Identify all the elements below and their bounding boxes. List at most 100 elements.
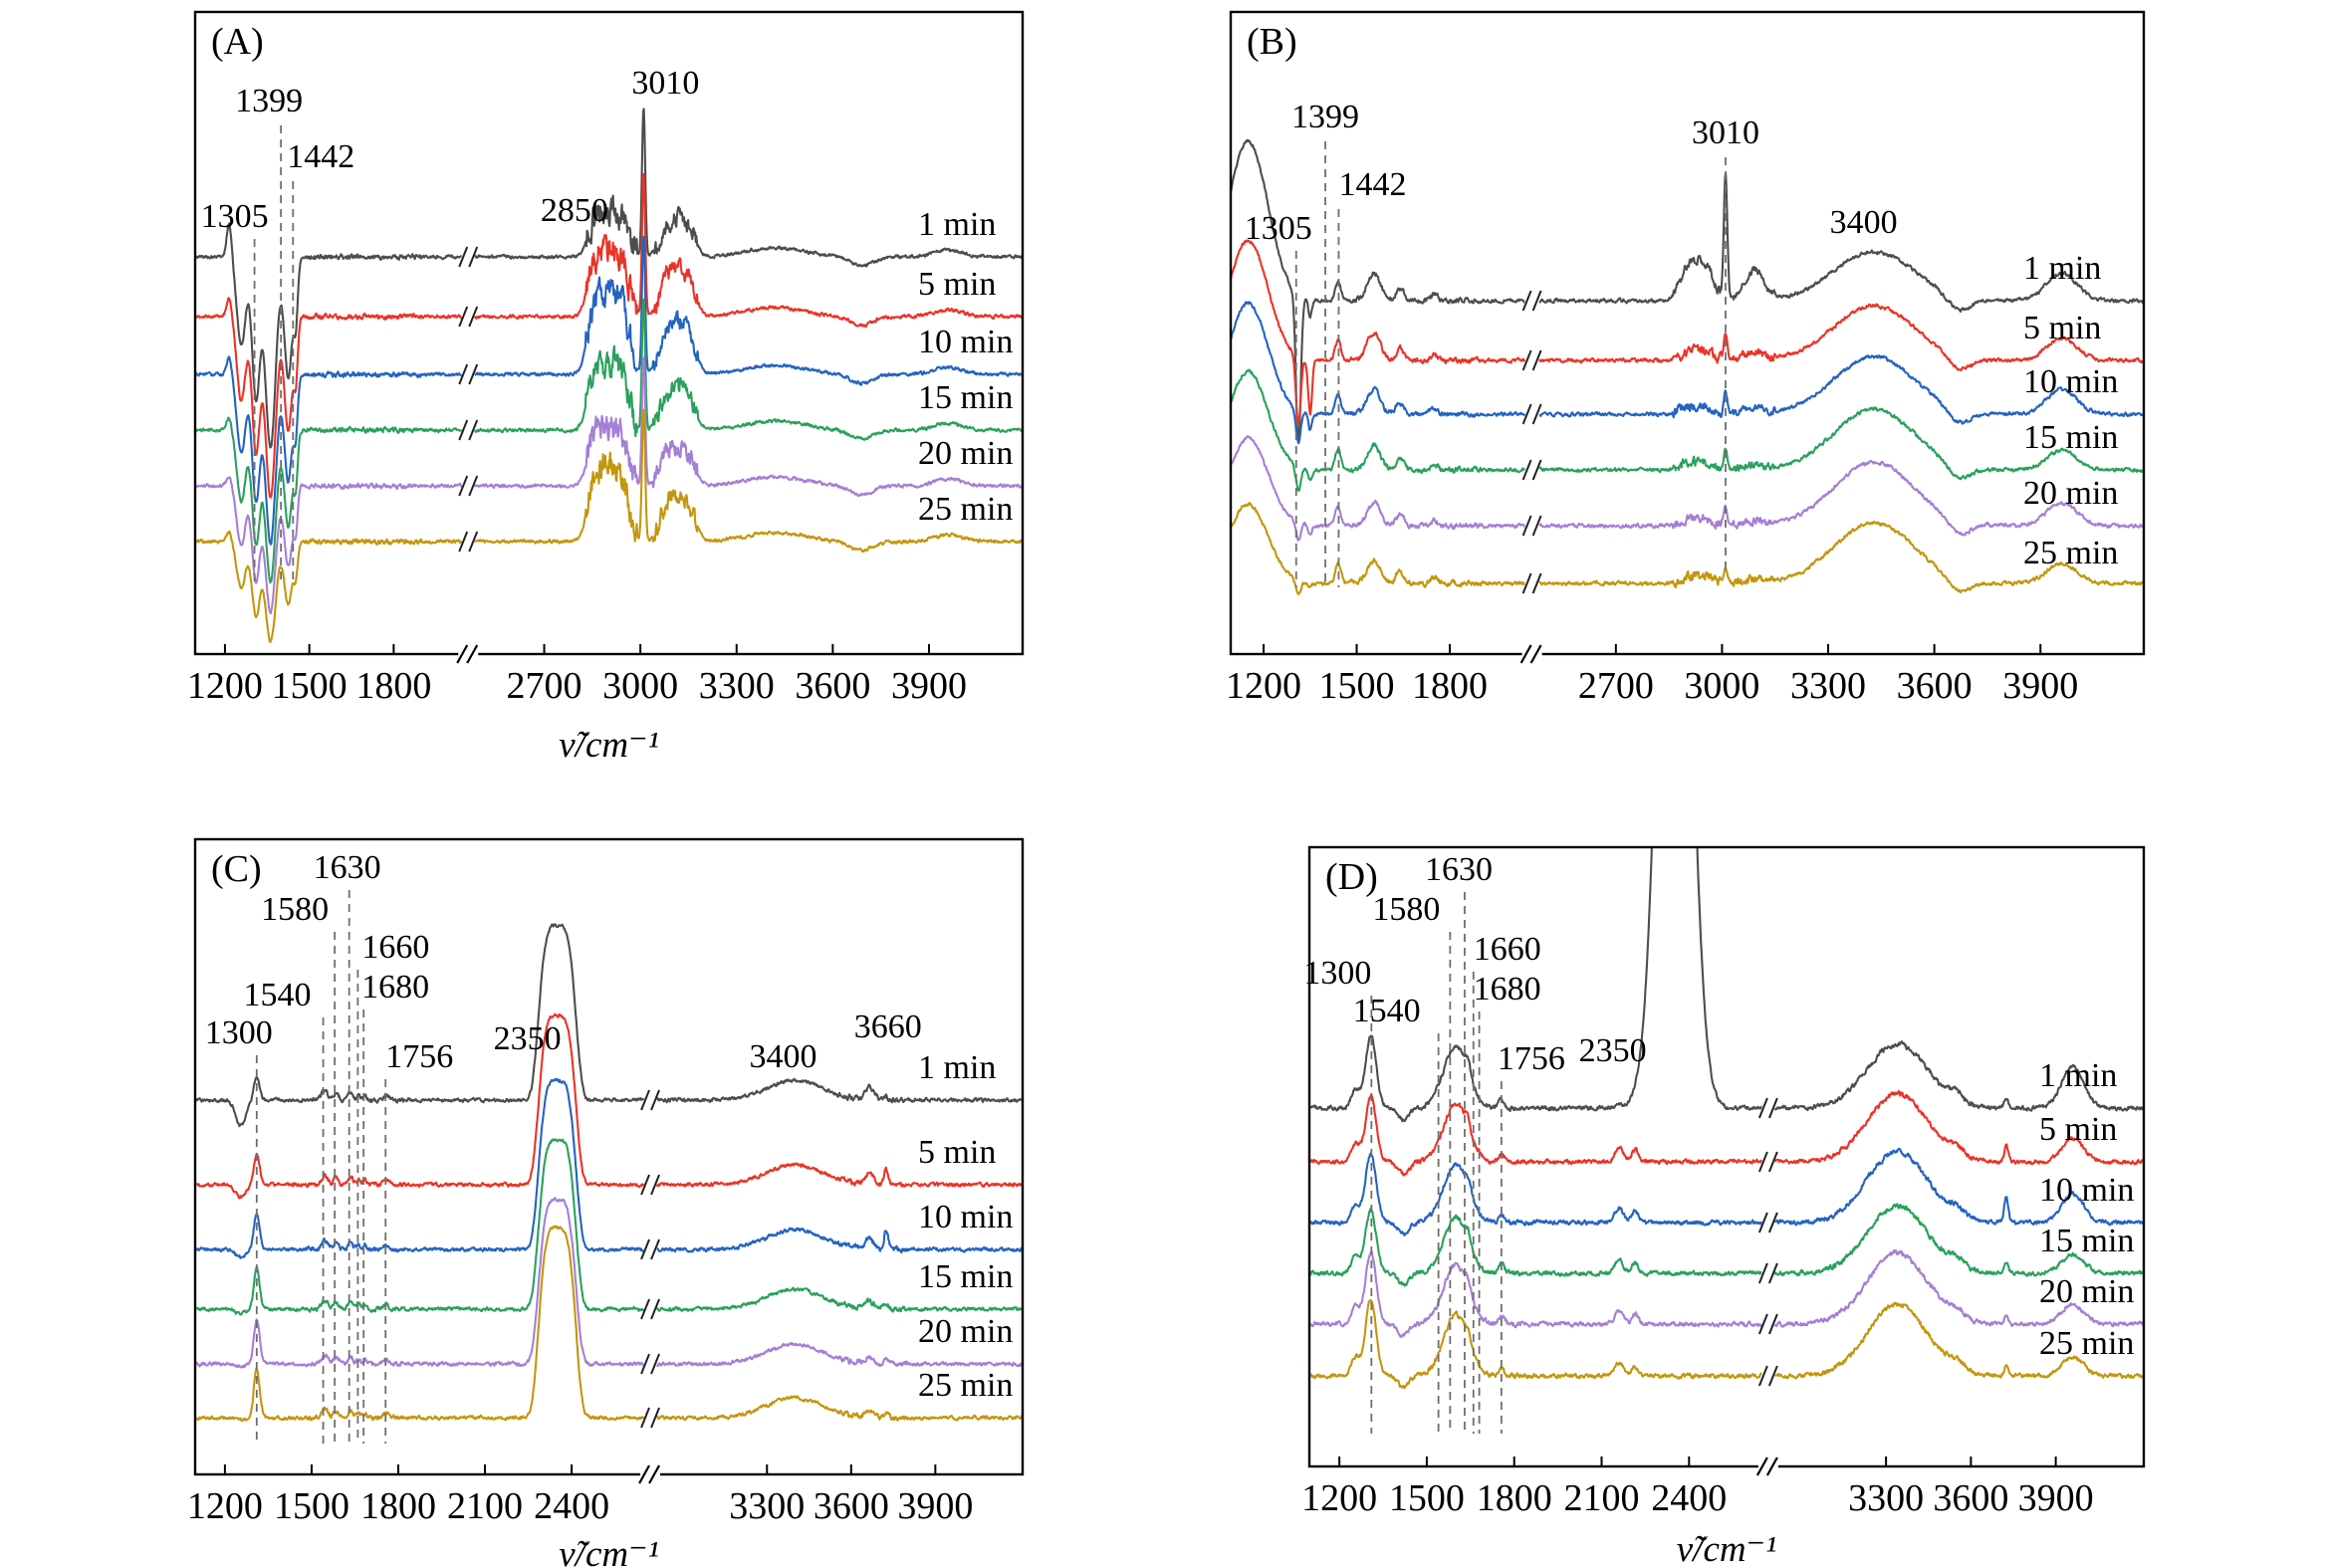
spectrum-D-1-min-seg2 <box>1773 1040 2143 1112</box>
spectrum-B-25-min-seg1 <box>1232 502 1525 595</box>
spectrum-A-20-min-seg1 <box>196 476 463 615</box>
spectrum-B-10-min-seg1 <box>1232 301 1526 445</box>
annotation-label: 1300 <box>1303 955 1371 992</box>
spectrum-B-5-min-seg1 <box>1232 239 1526 425</box>
x-tick-label: 1200 <box>1226 665 1301 707</box>
spectrum-D-5-min-seg2 <box>1774 1089 2143 1166</box>
curve-break-mark <box>640 1407 650 1429</box>
spectrum-C-5-min-seg1 <box>196 1012 645 1200</box>
series-time-label: 1 min <box>2039 1057 2117 1094</box>
annotation-label: 1660 <box>361 929 429 966</box>
x-axis-title: ν̃/cm⁻¹ <box>559 725 658 766</box>
annotation-label: 3400 <box>1830 204 1898 241</box>
curve-break-mark <box>640 1298 650 1320</box>
spectrum-D-10-min-seg2 <box>1774 1147 2143 1227</box>
series-time-label: 5 min <box>2039 1111 2117 1148</box>
curve-break-mark <box>650 1089 660 1111</box>
curve-break-mark <box>468 475 479 497</box>
x-tick-label: 1200 <box>1301 1477 1377 1519</box>
spectrum-D-15-min-seg1 <box>1310 1208 1762 1287</box>
curve-break-mark <box>468 246 479 268</box>
x-tick-label: 3000 <box>1684 665 1759 707</box>
series-time-label: 15 min <box>2023 419 2118 456</box>
series-time-label: 1 min <box>918 1049 996 1086</box>
x-tick-label: 3900 <box>897 1485 973 1527</box>
x-tick-label: 2700 <box>507 665 582 707</box>
spectra-panel-A: 1200 1500 1800 2700 3000 3300 3600 3900 1305 1399… <box>187 10 1025 766</box>
axes-box <box>193 837 1025 1476</box>
annotation-label: 3010 <box>1692 114 1759 151</box>
curve-break-mark <box>640 1353 650 1375</box>
curve-break-mark <box>1757 1212 1768 1233</box>
spectra-curves <box>196 923 1022 1423</box>
spectrum-B-5-min-seg2 <box>1538 303 2143 372</box>
spectra-curves <box>1232 138 2143 595</box>
spectrum-C-15-min-seg1 <box>196 1138 645 1316</box>
curve-break-mark <box>468 419 479 441</box>
x-tick-label: 2400 <box>1651 1477 1727 1519</box>
x-tick-label: 1500 <box>1389 1477 1465 1519</box>
annotation-label: 3010 <box>631 65 699 102</box>
x-tick-label: 3600 <box>1897 665 1973 707</box>
spectrum-A-5-min-seg2 <box>473 172 1022 329</box>
annotation-label: 2350 <box>1579 1032 1647 1069</box>
series-time-label: 1 min <box>918 206 996 243</box>
spectrum-C-5-min-seg2 <box>655 1162 1022 1188</box>
x-tick-label: 1200 <box>187 1485 263 1527</box>
panel-letter: (C) <box>211 848 262 890</box>
annotation-label: 1756 <box>1498 1040 1565 1077</box>
spectra-panel-C: 1200 1500 1800 2100 2400 3300 3600 3900 13001540… <box>187 837 1025 1568</box>
curve-break-mark <box>650 1238 660 1260</box>
curve-break-mark <box>458 363 469 385</box>
spectrum-C-10-min-seg1 <box>196 1077 645 1259</box>
x-tick-label: 2100 <box>447 1485 523 1527</box>
axis-break-slash <box>1755 1456 1768 1476</box>
curve-break-mark <box>1757 1313 1768 1335</box>
annotation-label: 1630 <box>314 849 381 886</box>
x-tick-label: 1800 <box>360 1485 436 1527</box>
curve-break-mark <box>458 531 469 553</box>
axis-break-slash <box>1765 1456 1778 1476</box>
annotation-label: 1540 <box>1353 993 1421 1029</box>
x-tick-label: 1800 <box>1412 665 1488 707</box>
curve-break-mark <box>1531 459 1542 481</box>
annotation-label: 1580 <box>1372 891 1440 928</box>
axis-break-slash <box>648 1464 661 1484</box>
spectrum-D-5-min-seg1 <box>1310 1093 1762 1177</box>
spectrum-B-1-min-seg1 <box>1232 138 1525 444</box>
spectrum-A-10-min-seg2 <box>474 235 1022 386</box>
x-tick-label: 1200 <box>187 665 263 707</box>
x-tick-label: 2700 <box>1578 665 1654 707</box>
panel-letter: (D) <box>1325 856 1378 898</box>
series-time-label: 1 min <box>2023 250 2101 287</box>
annotation-label: 1305 <box>1245 210 1312 247</box>
annotation-label: 1660 <box>1474 931 1541 968</box>
axis-break-slash <box>456 644 469 664</box>
curve-break-mark <box>1757 1097 1768 1119</box>
series-time-label: 10 min <box>2039 1172 2134 1209</box>
annotation-label: 1580 <box>261 891 329 928</box>
x-tick-label: 3600 <box>1933 1477 2008 1519</box>
series-time-label: 5 min <box>918 1134 996 1171</box>
axes-box <box>1307 845 2146 1468</box>
curve-break-mark <box>1531 349 1542 371</box>
annotation-label: 1399 <box>235 83 303 119</box>
axis-break-slash <box>1529 644 1542 664</box>
curve-break-mark <box>1767 1313 1778 1335</box>
x-tick-label: 1800 <box>1477 1477 1552 1519</box>
spectrum-B-15-min-seg2 <box>1538 406 2143 481</box>
axis-break-slash <box>1519 644 1532 664</box>
spectrum-B-20-min-seg2 <box>1538 459 2143 537</box>
curve-break-mark <box>640 1089 650 1111</box>
spectrum-C-20-min-seg1 <box>196 1197 644 1369</box>
annotation-label: 3660 <box>854 1008 922 1045</box>
series-time-label: 20 min <box>918 1313 1013 1350</box>
curve-break-mark <box>458 306 469 328</box>
curve-break-mark <box>1531 403 1542 425</box>
curve-break-mark <box>650 1174 660 1196</box>
spectrum-B-20-min-seg1 <box>1232 435 1526 542</box>
spectra-panel-D: 1200 1500 1800 2100 2400 3300 3600 3900 13001540… <box>1301 845 2146 1568</box>
x-tick-label: 1500 <box>1319 665 1395 707</box>
annotation-label: 1442 <box>287 138 354 175</box>
